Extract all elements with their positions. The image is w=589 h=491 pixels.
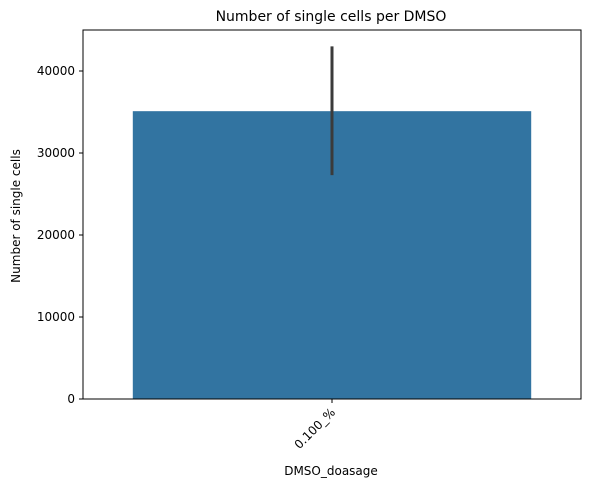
- y-axis: 0 10000 20000 30000 40000: [37, 64, 83, 406]
- x-axis: 0.100_%: [292, 399, 339, 452]
- y-axis-label: Number of single cells: [9, 149, 23, 283]
- y-tick-label: 40000: [37, 64, 75, 78]
- y-tick-label: 10000: [37, 310, 75, 324]
- plot-area: [133, 46, 531, 399]
- x-axis-label: DMSO_doasage: [284, 464, 378, 478]
- chart-title: Number of single cells per DMSO: [216, 9, 447, 25]
- y-tick-label: 20000: [37, 228, 75, 242]
- y-tick-label: 30000: [37, 146, 75, 160]
- y-tick-label: 0: [67, 392, 75, 406]
- x-tick-label: 0.100_%: [292, 405, 339, 452]
